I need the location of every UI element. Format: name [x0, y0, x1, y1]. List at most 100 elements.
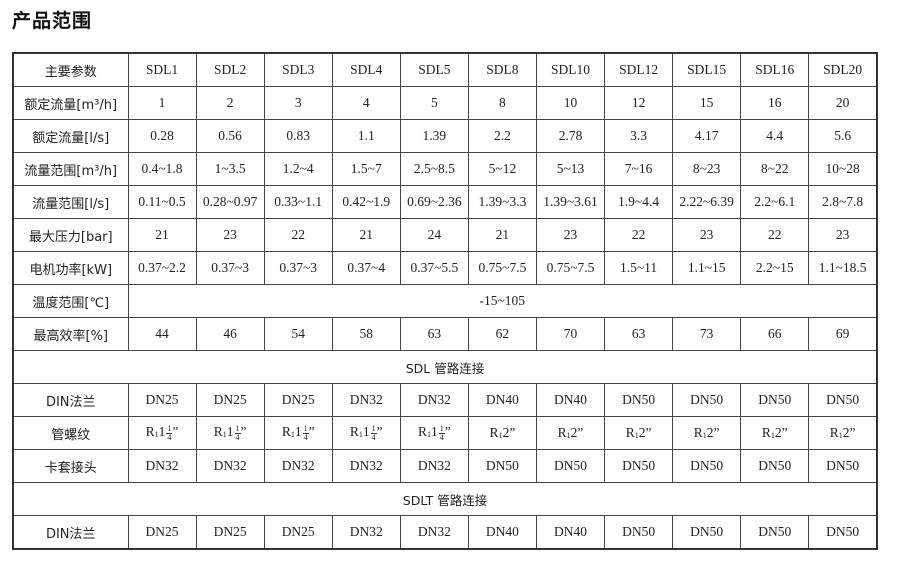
table-cell: DN25	[195, 515, 265, 550]
table-cell: 1.39~3.3	[467, 185, 537, 219]
table-cell: DN32	[399, 383, 469, 417]
table-cell: 2.8~7.8	[808, 185, 878, 219]
table-cell: 0.75~7.5	[535, 251, 606, 285]
thread-sub: 1	[154, 430, 159, 440]
row-label: 最高效率[%]	[12, 317, 129, 351]
table-cell: 66	[740, 317, 810, 351]
table-cell: 10~28	[808, 152, 878, 186]
table-cell: DN32	[127, 449, 197, 483]
model-header: SDL16	[740, 52, 810, 87]
table-cell: DN50	[740, 383, 810, 417]
thread-sub: 1	[634, 431, 639, 440]
table-cell: 73	[672, 317, 742, 351]
row-label: 额定流量[l/s]	[12, 119, 129, 153]
row-label: 额定流量[m³/h]	[12, 86, 129, 120]
thread-r: R	[349, 424, 359, 440]
thread-whole: 2	[842, 425, 850, 440]
table-cell: 4	[331, 86, 401, 120]
table-cell: 1.5~11	[604, 251, 674, 285]
table-cell: 44	[127, 317, 197, 351]
thread-mark: ”	[376, 424, 383, 440]
table-cell: 0.37~3	[263, 251, 333, 285]
thread-sub: 1	[566, 431, 571, 440]
thread-cell: R11 1 4”	[195, 416, 265, 450]
table-cell: DN32	[331, 515, 401, 550]
table-cell: 0.37~2.2	[127, 251, 197, 285]
table-cell: 2.2~15	[740, 251, 810, 285]
table-cell: 23	[672, 218, 742, 252]
table-cell: 5.6	[808, 119, 878, 153]
table-cell: 0.4~1.8	[127, 152, 197, 186]
table-cell: 1	[127, 86, 197, 120]
thread-sub: 1	[702, 431, 707, 440]
thread-r: R	[281, 424, 291, 440]
table-cell: 0.42~1.9	[331, 185, 401, 219]
thread-num: 1	[438, 423, 445, 434]
table-cell: 5~12	[467, 152, 537, 186]
thread-cell: R12”	[535, 416, 606, 450]
table-cell: 7~16	[604, 152, 674, 186]
table-row: SDL 管路连接	[12, 350, 878, 384]
thread-num: 1	[234, 423, 241, 434]
table-cell: DN25	[263, 515, 333, 550]
table-cell: DN32	[195, 449, 265, 483]
thread-whole: 1	[362, 424, 370, 440]
table-cell: 46	[195, 317, 265, 351]
table-cell: 0.33~1.1	[263, 185, 333, 219]
thread-mark: ”	[577, 425, 584, 440]
table-cell: 0.37~5.5	[399, 251, 469, 285]
row-label: DIN法兰	[12, 383, 129, 417]
table-cell: DN50	[604, 515, 674, 550]
thread-whole: 2	[706, 425, 714, 440]
table-cell: 2.5~8.5	[399, 152, 469, 186]
table-cell: 4.17	[672, 119, 742, 153]
table-cell: DN50	[604, 383, 674, 417]
table-cell: 23	[808, 218, 878, 252]
table-cell: DN32	[399, 515, 469, 550]
table-cell: 5	[399, 86, 469, 120]
table-cell: DN50	[535, 449, 606, 483]
table-cell: 1.1~18.5	[808, 251, 878, 285]
table-cell: 12	[604, 86, 674, 120]
table-row: 最大压力[bar] 21 23 22 21 24 21 23 22 23 22 23	[12, 218, 878, 252]
row-label: 温度范围[℃]	[12, 284, 129, 318]
thread-r: R	[761, 425, 771, 440]
thread-sub: 1	[358, 430, 363, 440]
row-label: 流量范围[l/s]	[12, 185, 129, 219]
table-row: SDLT 管路连接	[12, 482, 878, 516]
table-cell: DN40	[535, 383, 606, 417]
table-cell: 8~23	[672, 152, 742, 186]
model-header: SDL20	[808, 52, 878, 87]
table-cell: DN50	[808, 449, 878, 483]
table-cell: 2.78	[535, 119, 606, 153]
table-cell: DN50	[672, 515, 742, 550]
table-cell: 70	[535, 317, 606, 351]
table-row: 最高效率[%] 44 46 54 58 63 62 70 63 73 66 69	[12, 317, 878, 351]
table-cell: 54	[263, 317, 333, 351]
thread-mark: ”	[308, 424, 315, 440]
table-cell: DN32	[331, 383, 401, 417]
table-cell: DN25	[127, 383, 197, 417]
table-cell: 0.75~7.5	[467, 251, 537, 285]
table-cell: 1.39	[399, 119, 469, 153]
table-cell: 22	[740, 218, 810, 252]
table-cell: 1.9~4.4	[604, 185, 674, 219]
table-row: DIN法兰 DN25 DN25 DN25 DN32 DN32 DN40 DN40 DN50 DN5…	[12, 515, 878, 550]
model-header: SDL3	[263, 52, 333, 87]
thread-num: 1	[302, 423, 309, 434]
table-cell: 22	[604, 218, 674, 252]
thread-r: R	[489, 425, 499, 440]
thread-den: 4	[371, 432, 376, 442]
thread-cell: R12”	[604, 416, 674, 450]
table-cell: 8	[467, 86, 537, 120]
table-cell: 23	[535, 218, 606, 252]
table-cell: 1.2~4	[263, 152, 333, 186]
row-label: 卡套接头	[12, 449, 129, 483]
model-header: SDL12	[604, 52, 674, 87]
table-cell: 16	[740, 86, 810, 120]
table-row: DIN法兰 DN25 DN25 DN25 DN32 DN32 DN40 DN40 DN50 DN5…	[12, 383, 878, 417]
spanned-value: -15~105	[127, 284, 878, 318]
